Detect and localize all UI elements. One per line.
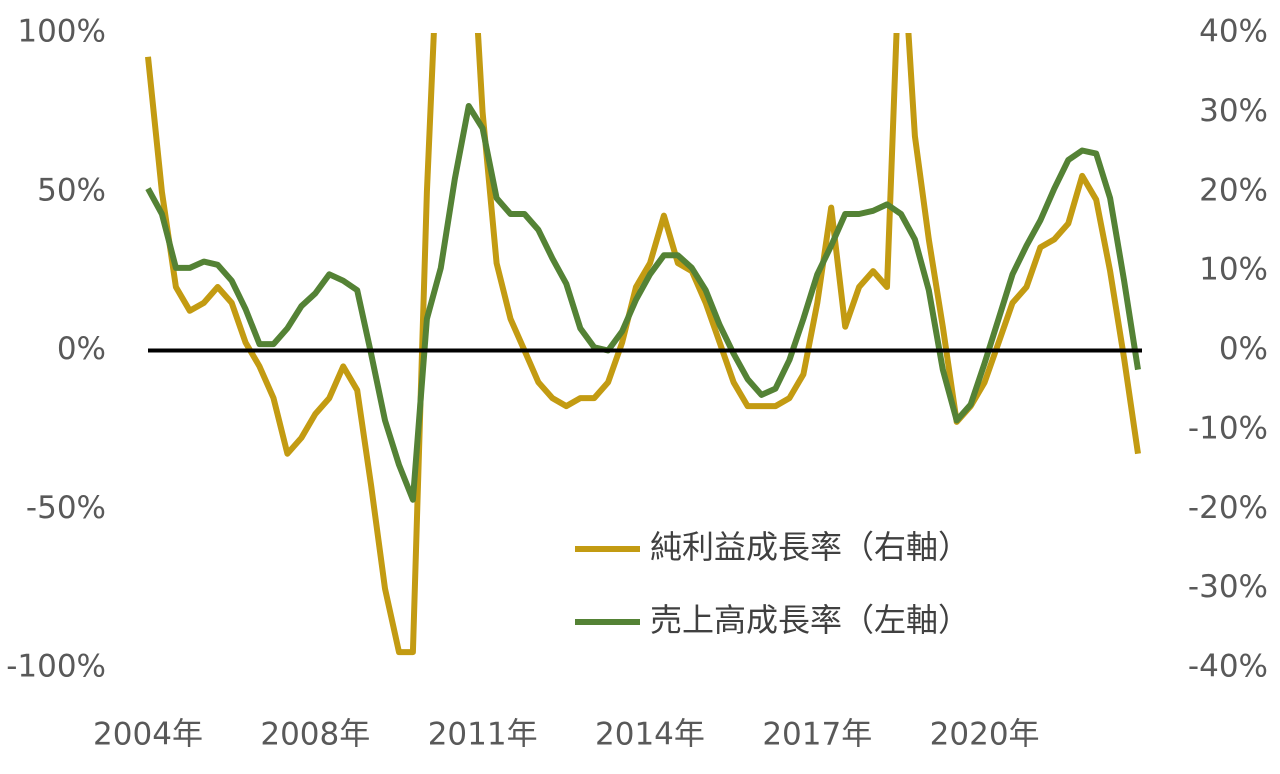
- legend-label: 売上高成長率（左軸）: [650, 601, 970, 639]
- y2-tick-label: 40%: [1199, 14, 1268, 50]
- x-tick-label: 2014年: [595, 717, 705, 753]
- y2-tick-label: -10%: [1188, 410, 1268, 446]
- plot-area: [145, 33, 1141, 656]
- y2-tick-label: 0%: [1219, 331, 1268, 367]
- y2-tick-label: -40%: [1188, 649, 1268, 685]
- series-line: [145, 33, 1141, 656]
- y-tick-label: -50%: [26, 490, 106, 526]
- x-tick-label: 2020年: [930, 717, 1040, 753]
- legend-label: 純利益成長率（右軸）: [650, 528, 970, 566]
- y2-tick-label: -20%: [1188, 490, 1268, 526]
- y2-tick-label: -30%: [1188, 569, 1268, 605]
- x-tick-label: 2004年: [93, 717, 203, 753]
- y2-tick-label: 20%: [1199, 172, 1268, 208]
- x-tick-label: 2008年: [260, 717, 370, 753]
- y-tick-label: 0%: [57, 331, 106, 367]
- y-tick-label: -100%: [6, 649, 106, 685]
- x-tick-label: 2017年: [762, 717, 872, 753]
- series-line: [145, 103, 1141, 503]
- y2-tick-label: 30%: [1199, 93, 1268, 129]
- y-tick-label: 100%: [17, 14, 106, 50]
- x-tick-label: 2011年: [428, 717, 538, 753]
- y2-tick-label: 10%: [1199, 252, 1268, 288]
- y-tick-label: 50%: [37, 172, 106, 208]
